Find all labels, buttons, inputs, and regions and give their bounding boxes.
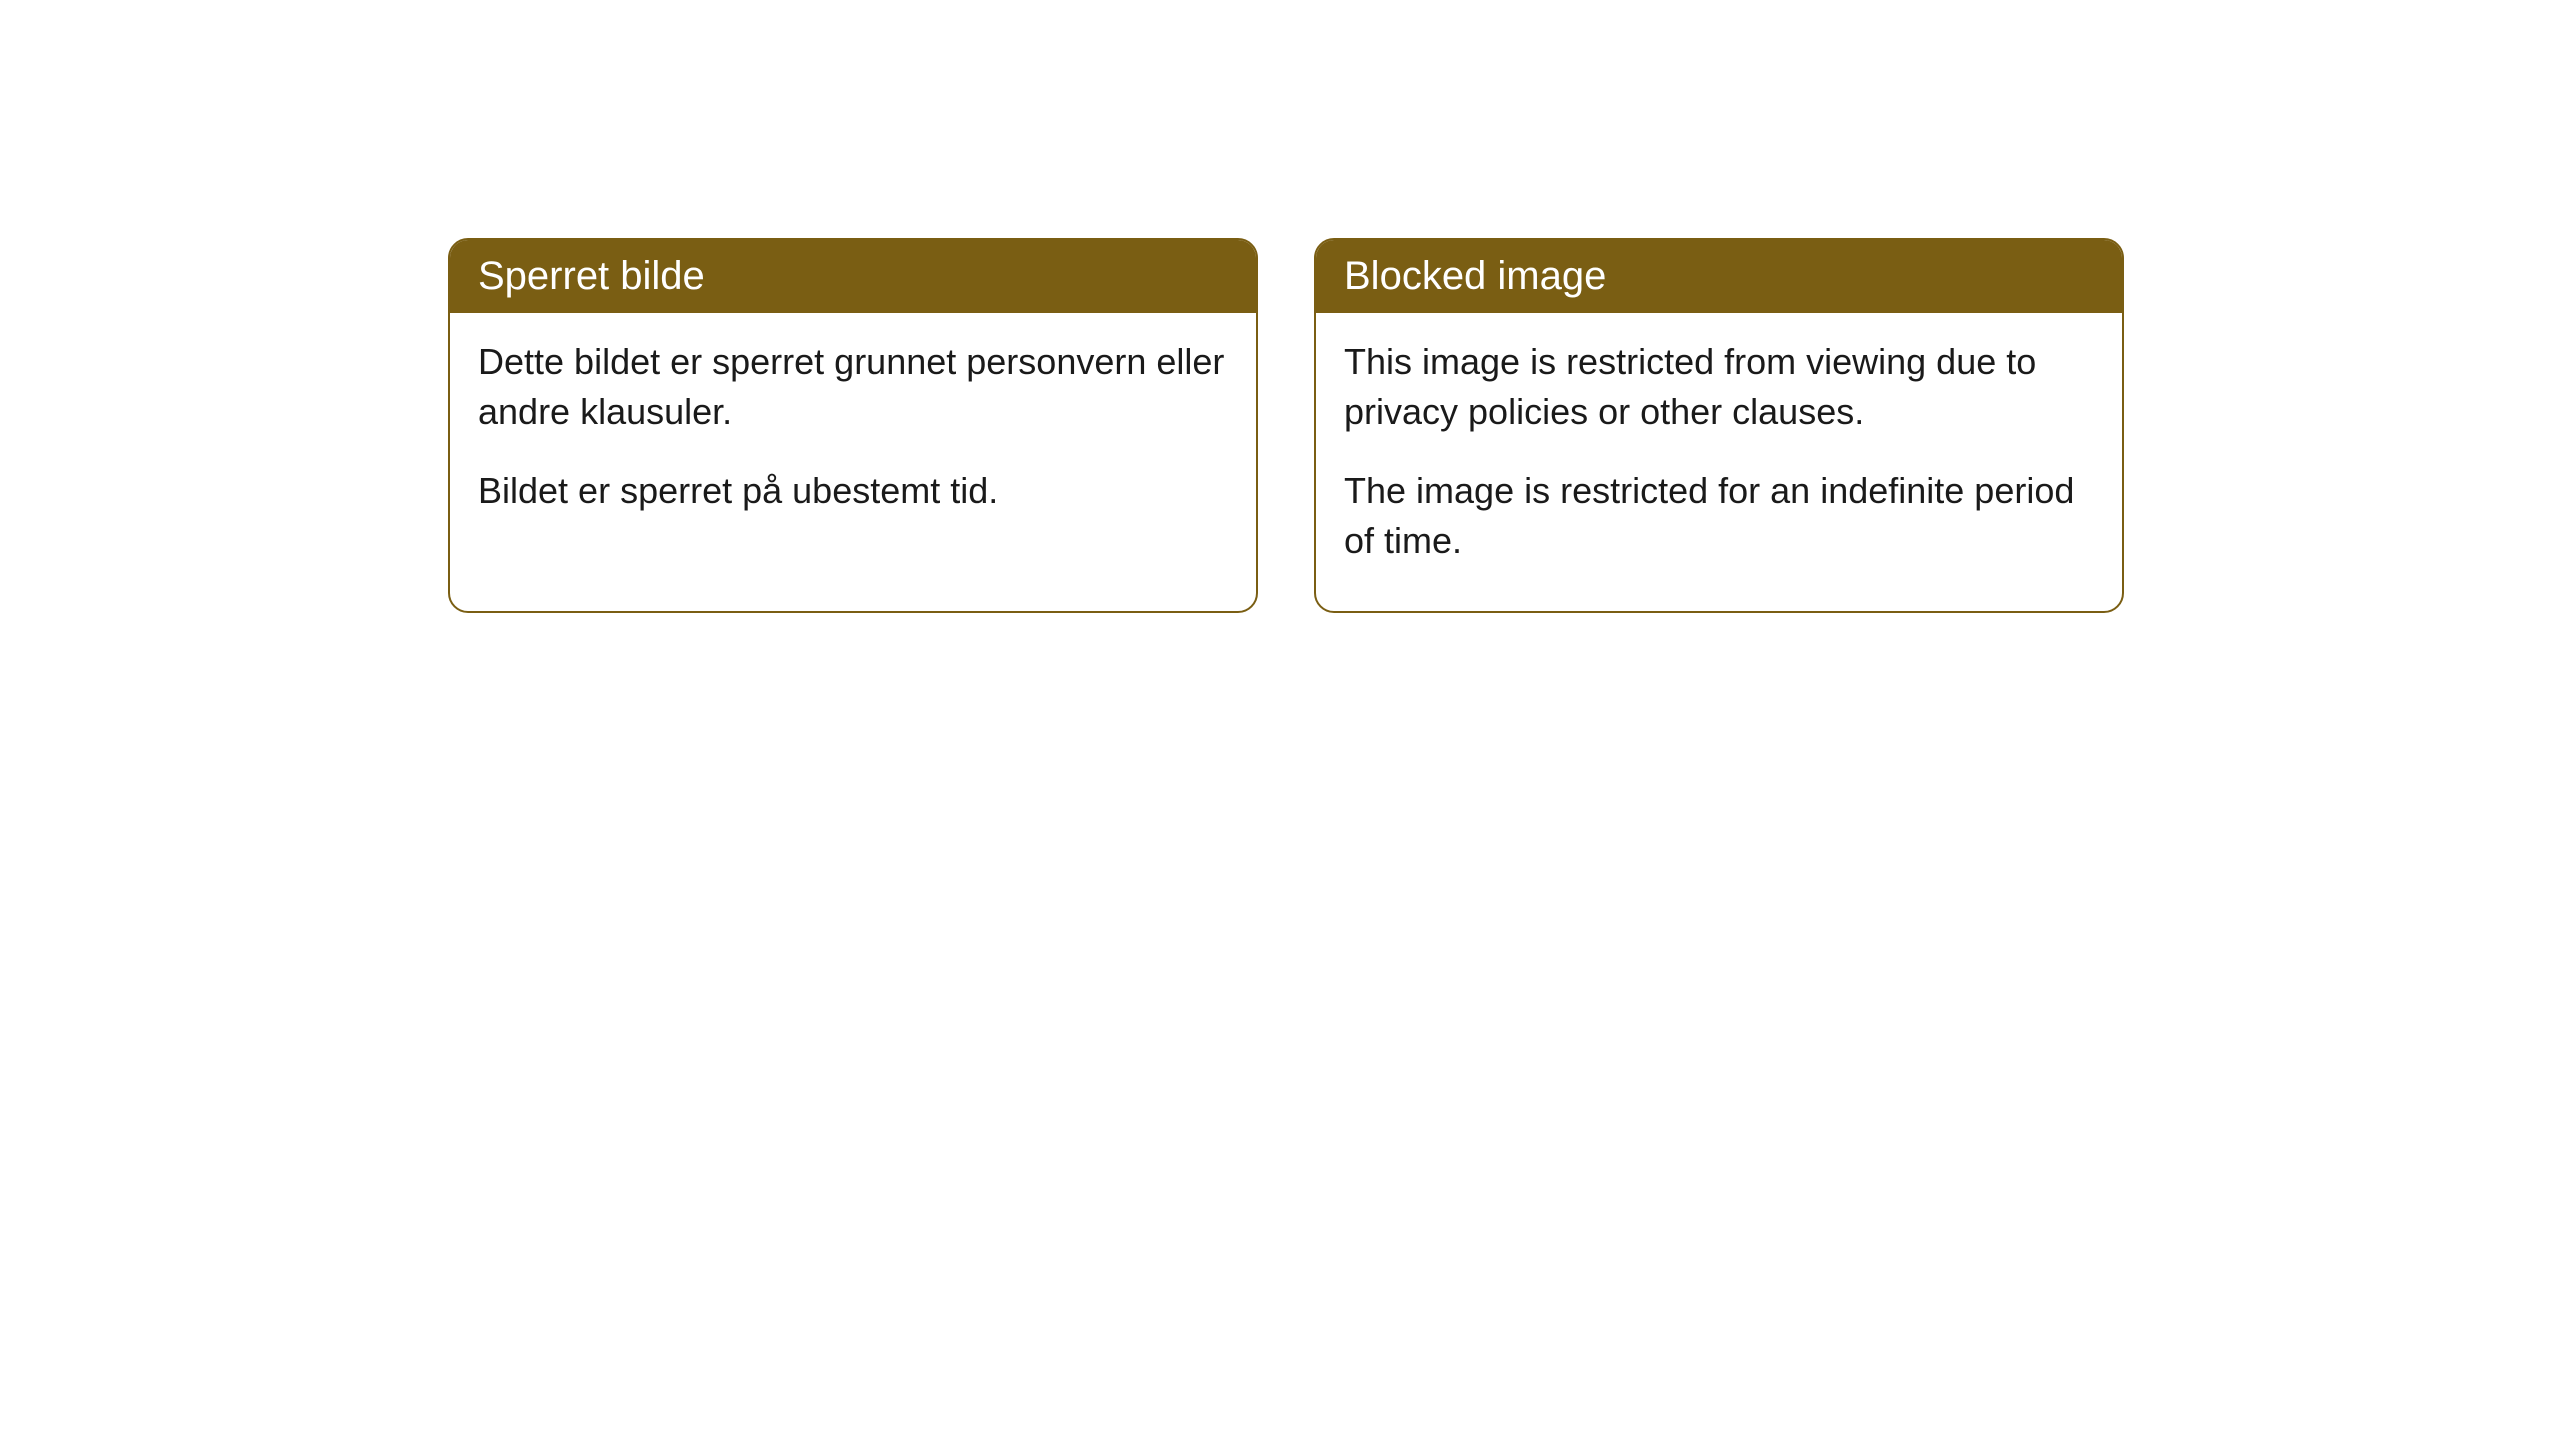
card-paragraph-2: Bildet er sperret på ubestemt tid. [478,466,1228,516]
card-header: Blocked image [1316,240,2122,313]
card-paragraph-1: This image is restricted from viewing du… [1344,337,2094,438]
card-paragraph-1: Dette bildet er sperret grunnet personve… [478,337,1228,438]
card-paragraph-2: The image is restricted for an indefinit… [1344,466,2094,567]
notice-cards-container: Sperret bilde Dette bildet er sperret gr… [448,238,2124,613]
card-title: Blocked image [1344,254,1606,298]
card-body: This image is restricted from viewing du… [1316,313,2122,611]
notice-card-norwegian: Sperret bilde Dette bildet er sperret gr… [448,238,1258,613]
card-title: Sperret bilde [478,254,705,298]
card-header: Sperret bilde [450,240,1256,313]
card-body: Dette bildet er sperret grunnet personve… [450,313,1256,560]
notice-card-english: Blocked image This image is restricted f… [1314,238,2124,613]
